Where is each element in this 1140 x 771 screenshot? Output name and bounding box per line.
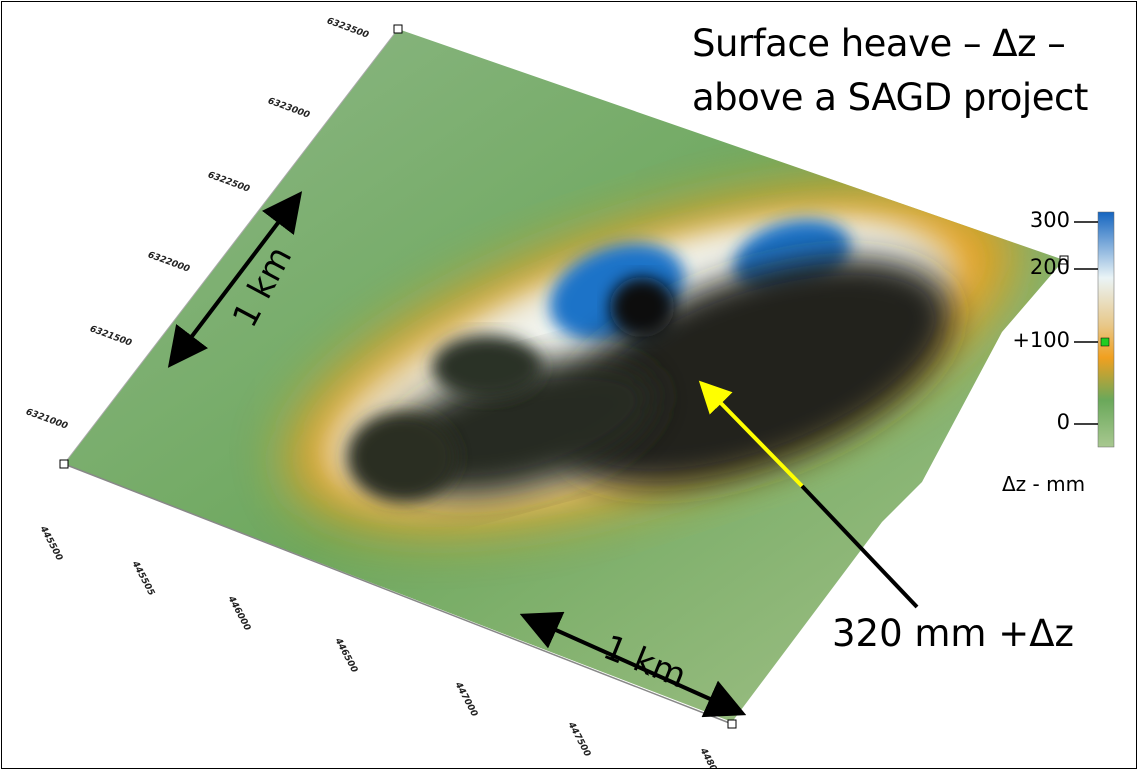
colorbar-tick-300: 300	[1029, 208, 1070, 232]
scale-arrow-left	[167, 191, 303, 368]
title-line-2: above a SAGD project	[692, 76, 1088, 119]
colorbar-label: Δz - mm	[1002, 472, 1086, 496]
colorbar-tick-200: 200	[1029, 255, 1070, 279]
peak-annotation: 320 mm +Δz	[832, 612, 1074, 655]
annotation-arrow-head	[698, 380, 804, 488]
heave-field	[288, 186, 1016, 528]
annotation-arrow-tail	[800, 484, 919, 609]
title-line-1: Surface heave – Δz –	[692, 22, 1066, 65]
colorbar-tick-100: +100	[1012, 328, 1070, 352]
colorbar-tick-0: 0	[1056, 410, 1070, 434]
scale-arrow-bottom	[519, 611, 747, 718]
colorbar	[1097, 211, 1115, 448]
